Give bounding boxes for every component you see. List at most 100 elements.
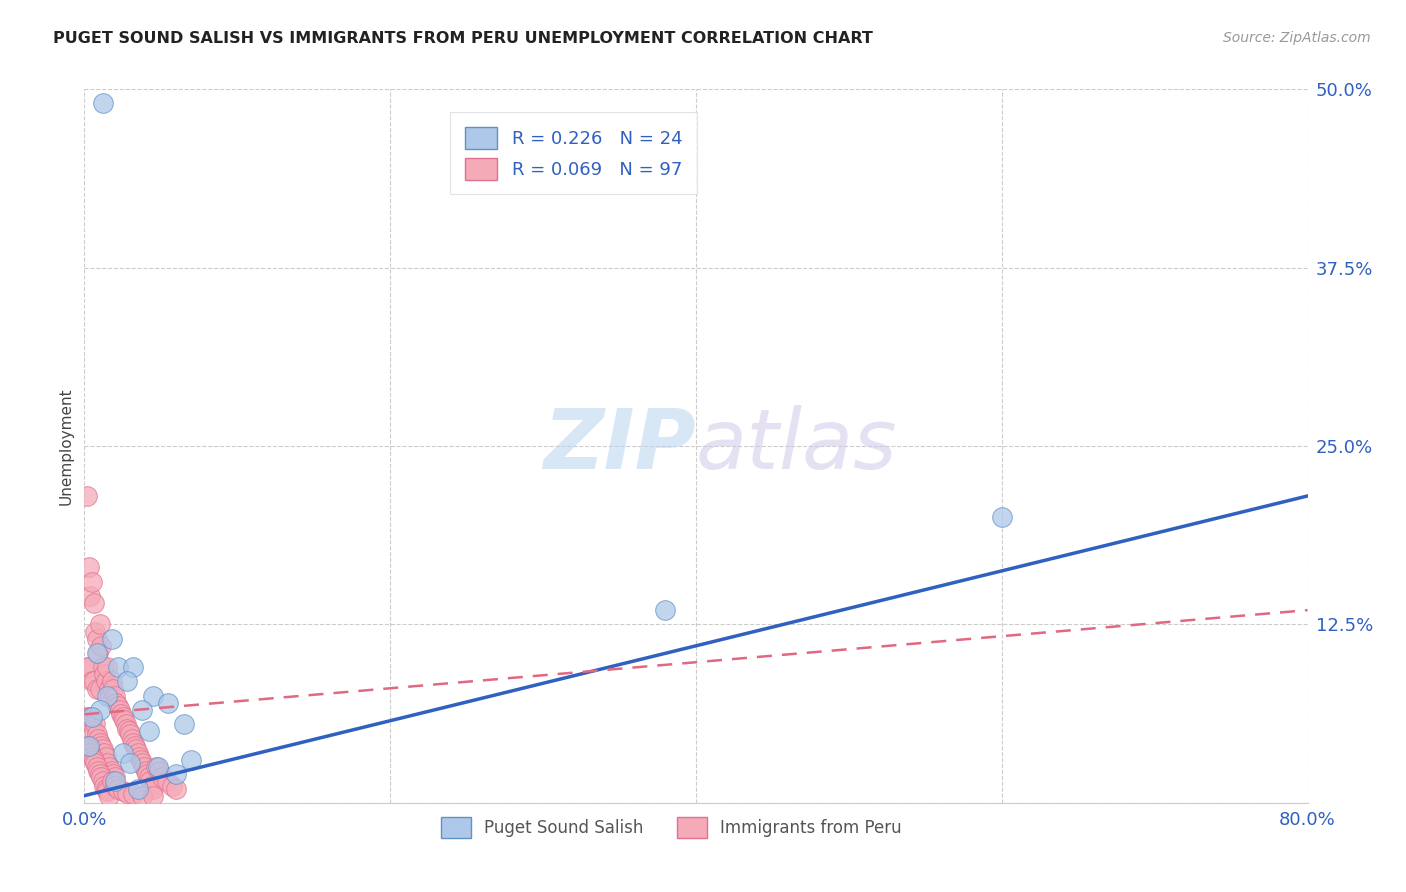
Point	[77, 660, 100, 674]
Point	[180, 753, 202, 767]
Point	[120, 727, 142, 741]
Point	[122, 660, 145, 674]
Point	[97, 681, 120, 696]
Text: ZIP: ZIP	[543, 406, 696, 486]
Point	[97, 760, 120, 774]
Point	[94, 781, 117, 796]
Point	[77, 739, 100, 753]
Point	[86, 646, 108, 660]
Point	[111, 784, 134, 798]
Point	[77, 560, 100, 574]
Legend: Puget Sound Salish, Immigrants from Peru: Puget Sound Salish, Immigrants from Peru	[434, 811, 908, 845]
Point	[138, 770, 160, 784]
Point	[80, 574, 103, 589]
Point	[127, 746, 149, 760]
Point	[90, 739, 112, 753]
Point	[104, 689, 127, 703]
Point	[93, 667, 115, 681]
Point	[80, 674, 103, 689]
Point	[91, 741, 114, 756]
Point	[124, 739, 146, 753]
Point	[139, 774, 162, 789]
Point	[94, 750, 117, 764]
Point	[87, 731, 110, 746]
Point	[101, 764, 124, 779]
Text: Source: ZipAtlas.com: Source: ZipAtlas.com	[1223, 31, 1371, 45]
Point	[146, 760, 169, 774]
Point	[101, 632, 124, 646]
Point	[87, 646, 110, 660]
Point	[90, 770, 112, 784]
Point	[83, 753, 105, 767]
Point	[142, 789, 165, 803]
Point	[165, 767, 187, 781]
Point	[76, 489, 98, 503]
Point	[91, 660, 114, 674]
Point	[86, 681, 108, 696]
Point	[94, 674, 117, 689]
Point	[142, 781, 165, 796]
Point	[98, 689, 121, 703]
Point	[79, 710, 101, 724]
Point	[115, 674, 138, 689]
Point	[87, 764, 110, 779]
Point	[79, 746, 101, 760]
Point	[107, 660, 129, 674]
Point	[127, 781, 149, 796]
Point	[79, 589, 101, 603]
Point	[96, 784, 118, 798]
Point	[101, 674, 124, 689]
Point	[122, 787, 145, 801]
Point	[122, 736, 145, 750]
Point	[76, 660, 98, 674]
Point	[142, 689, 165, 703]
Point	[148, 764, 170, 779]
Point	[105, 696, 128, 710]
Point	[114, 717, 136, 731]
Point	[107, 698, 129, 713]
Point	[86, 632, 108, 646]
Point	[118, 724, 141, 739]
Point	[121, 731, 143, 746]
Point	[135, 764, 157, 779]
Point	[89, 617, 111, 632]
Point	[125, 741, 148, 756]
Point	[157, 696, 180, 710]
Point	[80, 750, 103, 764]
Point	[654, 603, 676, 617]
Point	[136, 767, 159, 781]
Text: PUGET SOUND SALISH VS IMMIGRANTS FROM PERU UNEMPLOYMENT CORRELATION CHART: PUGET SOUND SALISH VS IMMIGRANTS FROM PE…	[53, 31, 873, 46]
Point	[111, 710, 134, 724]
Point	[108, 703, 131, 717]
Point	[120, 756, 142, 770]
Point	[110, 707, 132, 722]
Point	[112, 713, 135, 727]
Point	[991, 510, 1014, 524]
Point	[89, 681, 111, 696]
Point	[131, 789, 153, 803]
Point	[131, 703, 153, 717]
Point	[104, 779, 127, 793]
Point	[91, 774, 114, 789]
Point	[138, 724, 160, 739]
Point	[89, 703, 111, 717]
Text: atlas: atlas	[696, 406, 897, 486]
Point	[83, 724, 105, 739]
Point	[80, 717, 103, 731]
Point	[84, 624, 107, 639]
Point	[86, 727, 108, 741]
Point	[84, 717, 107, 731]
Point	[156, 774, 179, 789]
Point	[77, 741, 100, 756]
Point	[93, 746, 115, 760]
Point	[83, 596, 105, 610]
Point	[145, 760, 167, 774]
Point	[141, 779, 163, 793]
Point	[132, 760, 155, 774]
Point	[89, 767, 111, 781]
Point	[97, 789, 120, 803]
Point	[96, 689, 118, 703]
Point	[128, 750, 150, 764]
Point	[115, 722, 138, 736]
Point	[115, 786, 138, 800]
